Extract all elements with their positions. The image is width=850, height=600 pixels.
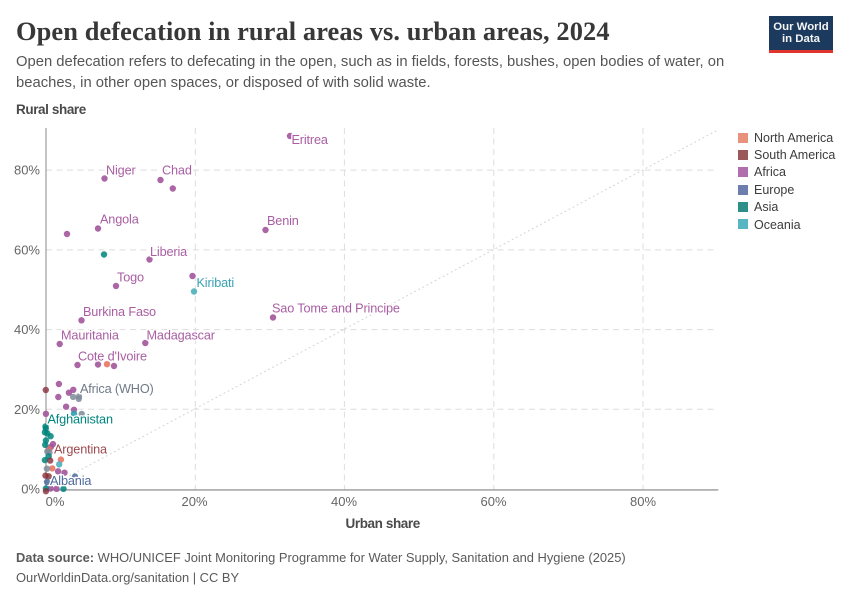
svg-text:Sao Tome and Principe: Sao Tome and Principe <box>272 302 400 316</box>
svg-text:Madagascar: Madagascar <box>147 329 216 343</box>
svg-text:Benin: Benin <box>267 214 299 228</box>
svg-text:Niger: Niger <box>106 164 136 178</box>
svg-text:20%: 20% <box>181 494 207 509</box>
svg-text:Liberia: Liberia <box>150 245 188 259</box>
svg-text:0%: 0% <box>46 494 65 509</box>
svg-text:Burkina Faso: Burkina Faso <box>83 305 156 319</box>
svg-text:Togo: Togo <box>117 271 144 285</box>
svg-text:Urban share: Urban share <box>346 516 421 531</box>
svg-text:80%: 80% <box>14 163 40 178</box>
svg-text:80%: 80% <box>630 494 656 509</box>
svg-text:Eritrea: Eritrea <box>292 133 329 147</box>
svg-text:Afghanistan: Afghanistan <box>48 413 113 427</box>
svg-text:Cote d'Ivoire: Cote d'Ivoire <box>78 350 147 364</box>
svg-text:Africa (WHO): Africa (WHO) <box>80 382 154 396</box>
svg-text:40%: 40% <box>14 322 40 337</box>
svg-text:Albania: Albania <box>50 474 92 488</box>
svg-text:60%: 60% <box>480 494 506 509</box>
svg-text:Chad: Chad <box>162 164 192 178</box>
svg-text:40%: 40% <box>331 494 357 509</box>
svg-text:Kiribati: Kiribati <box>197 276 235 290</box>
svg-text:60%: 60% <box>14 242 40 257</box>
svg-text:Mauritania: Mauritania <box>61 329 120 343</box>
svg-text:Argentina: Argentina <box>54 443 108 457</box>
svg-text:20%: 20% <box>14 402 40 417</box>
svg-text:0%: 0% <box>21 482 40 497</box>
svg-text:Angola: Angola <box>100 213 140 227</box>
